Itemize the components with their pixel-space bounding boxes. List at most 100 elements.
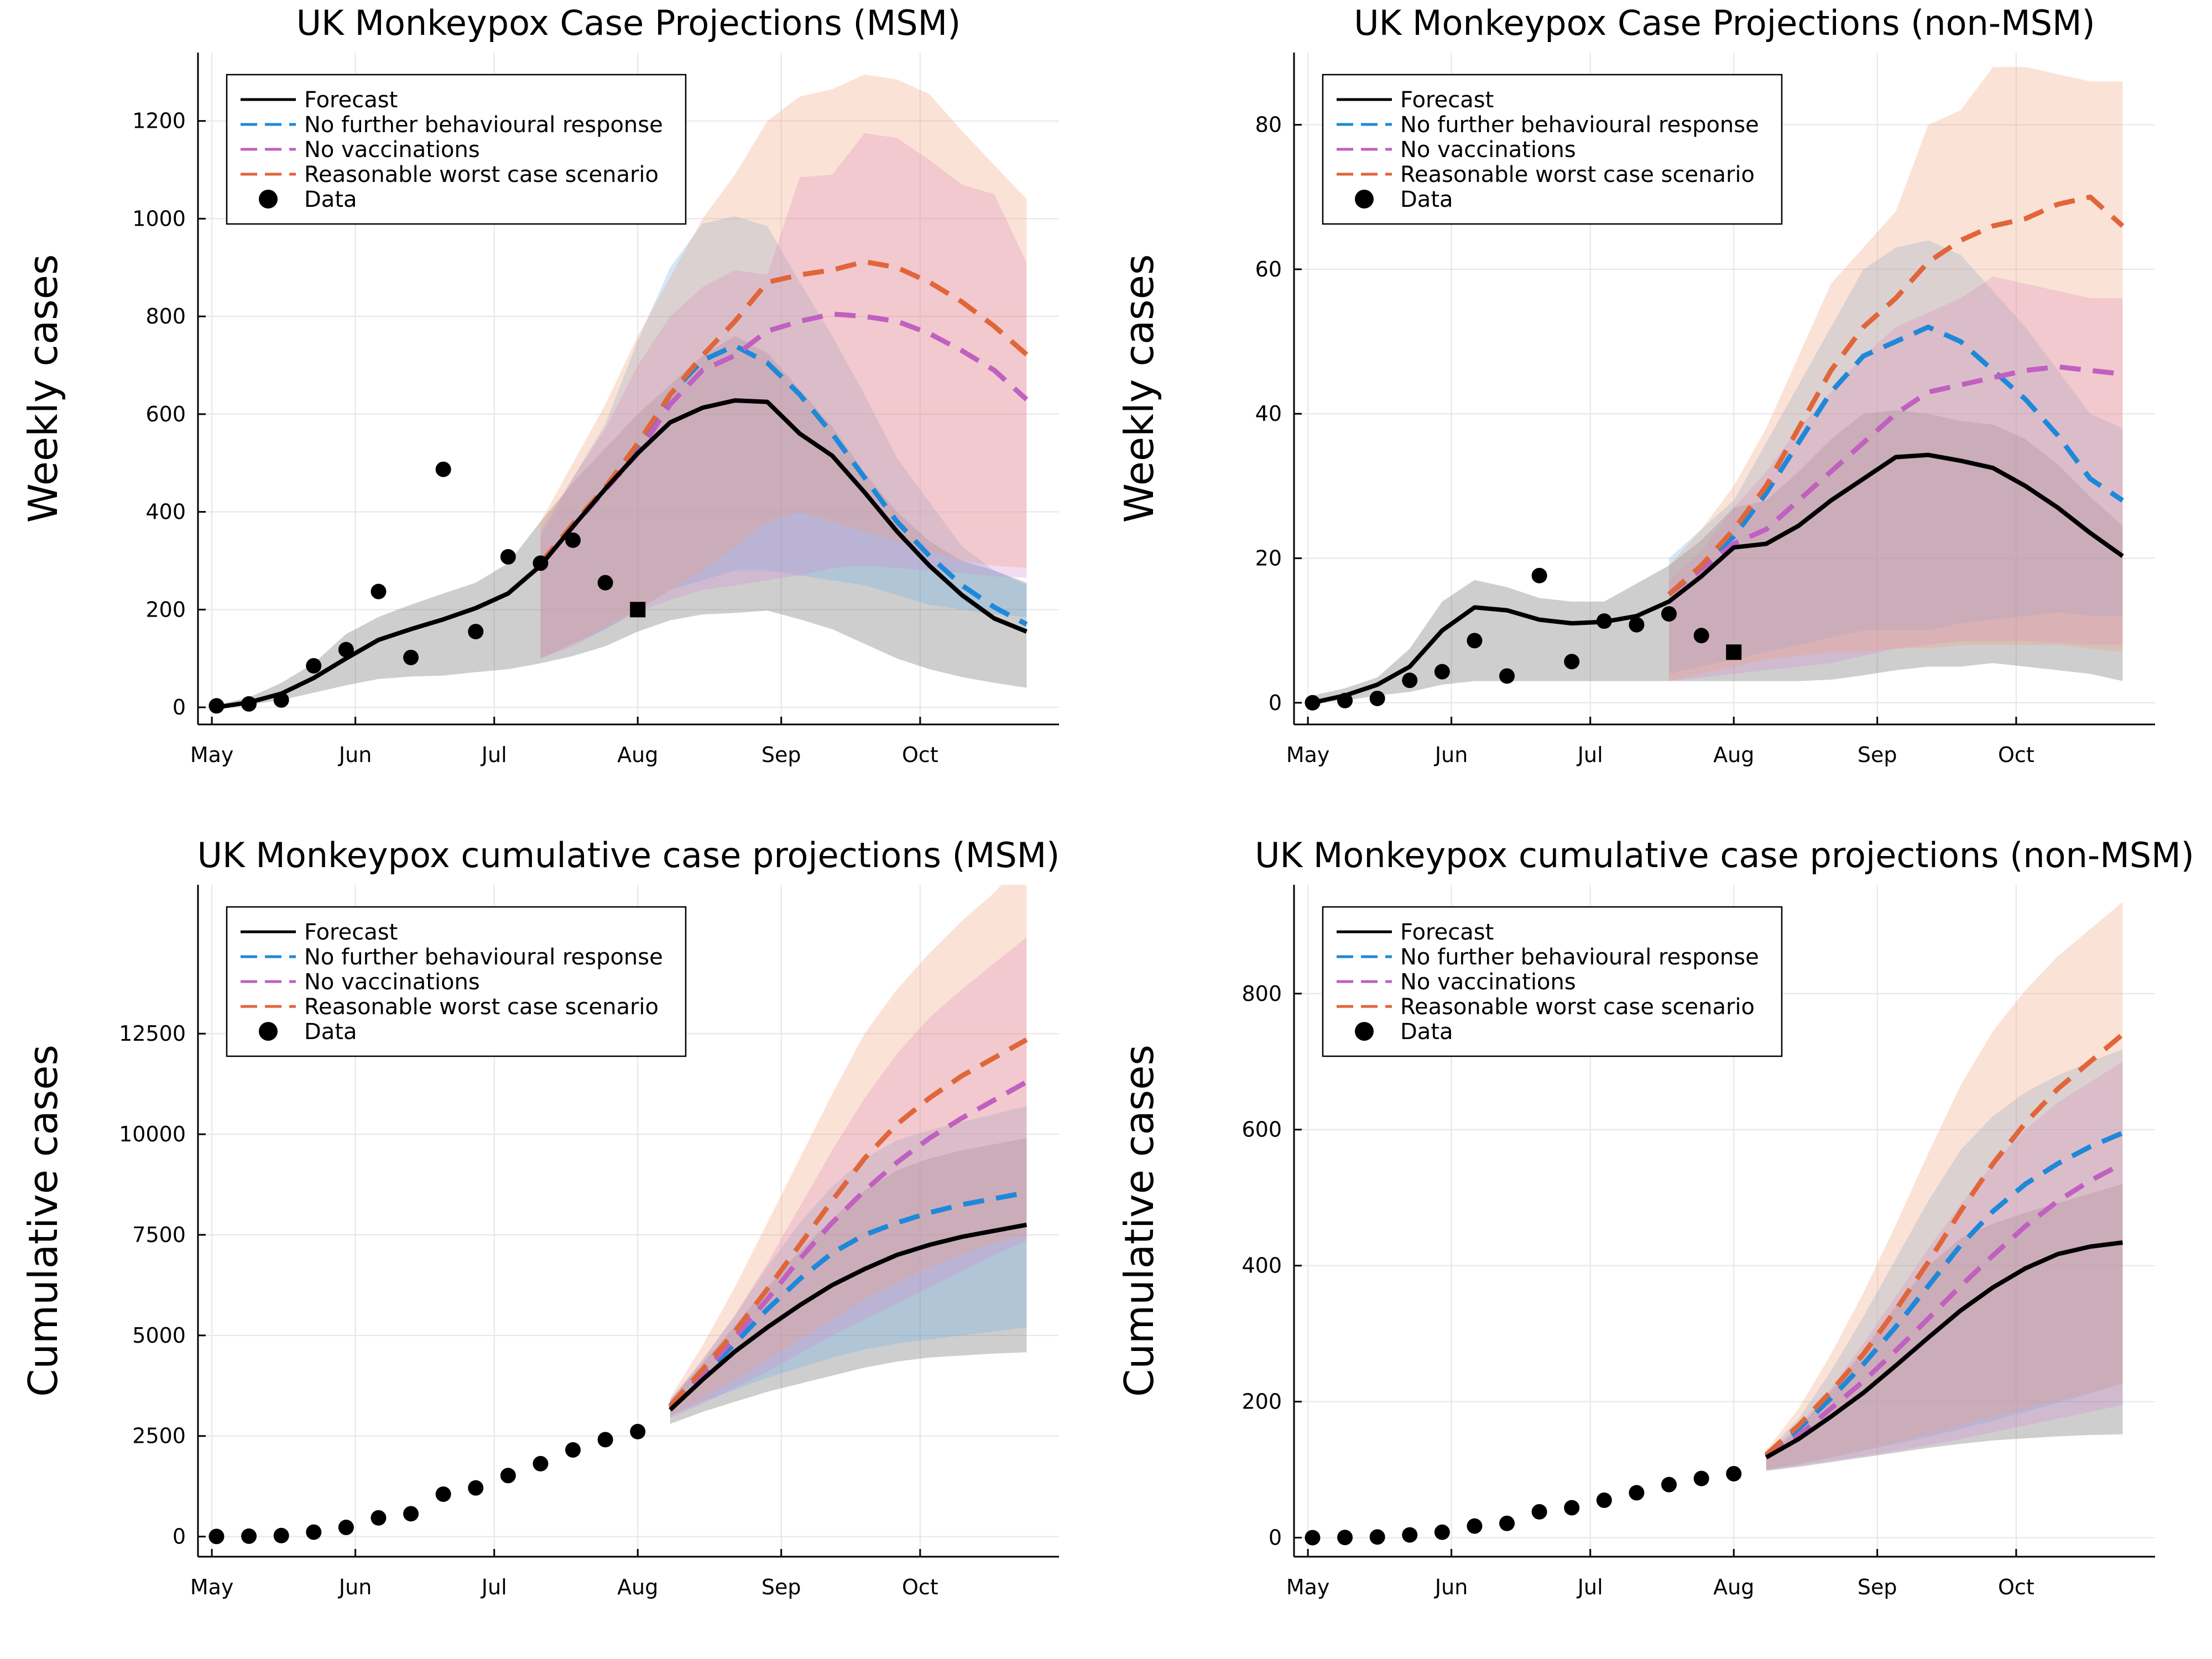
- data-point: [1467, 1518, 1483, 1534]
- forecast-line: [1765, 1240, 2123, 1459]
- scenario-band-no_further: [540, 216, 1027, 659]
- data-point: [533, 555, 549, 571]
- data-point: [1499, 668, 1515, 684]
- legend-swatch-data: [1355, 190, 1374, 208]
- scenario-line-worst: [538, 259, 1029, 565]
- y-tick-label: 12500: [119, 1021, 186, 1046]
- x-tick-label: May: [190, 1575, 234, 1599]
- x-tick-label: Aug: [1713, 1575, 1754, 1599]
- plot-area: [1312, 67, 2125, 705]
- data-point: [1499, 1515, 1515, 1531]
- y-tick-label: 1200: [132, 109, 186, 133]
- x-tick-label: Oct: [1998, 1575, 2034, 1599]
- x-tick-label: Jun: [338, 1575, 372, 1599]
- data-point: [208, 1528, 225, 1545]
- data-point: [273, 692, 289, 708]
- y-tick-label: 400: [1241, 1254, 1282, 1278]
- x-tick-label: Oct: [1998, 743, 2034, 767]
- data-point: [435, 1486, 451, 1502]
- data-point: [1564, 654, 1580, 670]
- legend-label: No vaccinations: [304, 137, 480, 163]
- x-tick-label: May: [1286, 743, 1330, 767]
- chart-title: UK Monkeypox Case Projections (MSM): [296, 3, 961, 43]
- x-tick-label: Jun: [1434, 743, 1468, 767]
- data-point: [273, 1527, 289, 1543]
- data-point: [1693, 628, 1709, 644]
- data-point: [1596, 1492, 1612, 1508]
- legend-swatch-data: [259, 190, 278, 208]
- y-tick-label: 2500: [132, 1424, 186, 1448]
- scenario-band-worst: [670, 885, 1027, 1416]
- y-tick-label: 7500: [132, 1223, 186, 1247]
- x-tick-label: Jun: [338, 743, 372, 767]
- data-point: [1434, 1524, 1450, 1540]
- x-tick-label: Jul: [481, 743, 507, 767]
- data-point: [1661, 1477, 1677, 1493]
- legend-label: Forecast: [1400, 920, 1494, 945]
- scenario-line-worst: [1764, 1032, 2125, 1457]
- y-tick-label: 0: [173, 1525, 186, 1549]
- y-axis-label: Weekly cases: [20, 254, 66, 523]
- data-point: [208, 698, 225, 714]
- y-tick-label: 40: [1255, 401, 1282, 426]
- y-tick-label: 20: [1255, 546, 1282, 571]
- panel-cumulative-msm: 0 2500 5000 7500 10000 12500 May Jun Jul Aug Sep Oc…: [20, 835, 1060, 1599]
- data-point: [1402, 672, 1418, 688]
- data-point: [241, 1528, 257, 1544]
- y-tick-label: 0: [1269, 691, 1282, 715]
- data-point: [338, 641, 354, 658]
- scenario-line-worst: [668, 1037, 1028, 1408]
- x-tick-label: Sep: [1858, 1575, 1897, 1599]
- legend-label: Reasonable worst case scenario: [1400, 994, 1755, 1020]
- data-point: [241, 696, 257, 712]
- legend-label: No further behavioural response: [304, 945, 663, 970]
- data-point: [1531, 1504, 1547, 1520]
- data-point: [306, 1524, 322, 1540]
- data-point: [468, 624, 484, 640]
- scenario-line-no_further: [1764, 1130, 2124, 1458]
- x-tick-label: May: [1286, 1575, 1330, 1599]
- forecast-line: [216, 398, 1027, 710]
- y-tick-label: 800: [1241, 982, 1282, 1006]
- x-tick-label: May: [190, 743, 234, 767]
- data-point: [371, 583, 387, 599]
- scenario-band-no_vacc: [1669, 276, 2123, 681]
- forecast-line: [1312, 452, 2124, 705]
- y-tick-label: 5000: [132, 1323, 186, 1348]
- data-point: [1726, 1465, 1742, 1481]
- data-point-latest: [1726, 644, 1742, 660]
- data-point: [1661, 606, 1677, 622]
- legend-label: Data: [304, 187, 357, 212]
- scenario-line-no_vacc: [1765, 1161, 2124, 1460]
- y-axis-label: Cumulative cases: [20, 1045, 66, 1397]
- data-point: [338, 1520, 354, 1536]
- data-point: [630, 1423, 646, 1439]
- x-tick-label: Sep: [761, 743, 801, 767]
- legend-label: Data: [1400, 187, 1453, 212]
- x-tick-label: Sep: [761, 1575, 801, 1599]
- x-tick-label: Aug: [1713, 743, 1754, 767]
- legend-label: No vaccinations: [1400, 969, 1576, 995]
- y-tick-label: 200: [145, 597, 186, 622]
- data-point: [565, 532, 581, 548]
- y-tick-label: 1000: [132, 206, 186, 231]
- y-tick-label: 0: [173, 695, 186, 719]
- legend-label: Reasonable worst case scenario: [304, 994, 659, 1020]
- legend-label: No further behavioural response: [1400, 945, 1759, 970]
- legend-box: [226, 906, 687, 1057]
- forecast-band: [1312, 410, 2123, 703]
- data-point: [500, 549, 516, 565]
- legend-label: No vaccinations: [304, 969, 480, 995]
- y-tick-label: 800: [145, 304, 186, 328]
- x-tick-label: Jul: [481, 1575, 507, 1599]
- legend-box: [226, 74, 687, 225]
- y-axis-label: Cumulative cases: [1116, 1045, 1162, 1397]
- chart-title: UK Monkeypox cumulative case projections…: [1255, 835, 2194, 875]
- legend-label: No vaccinations: [1400, 137, 1576, 163]
- data-point: [1629, 617, 1645, 633]
- y-tick-label: 10000: [119, 1122, 186, 1146]
- forecast-line: [669, 1222, 1027, 1412]
